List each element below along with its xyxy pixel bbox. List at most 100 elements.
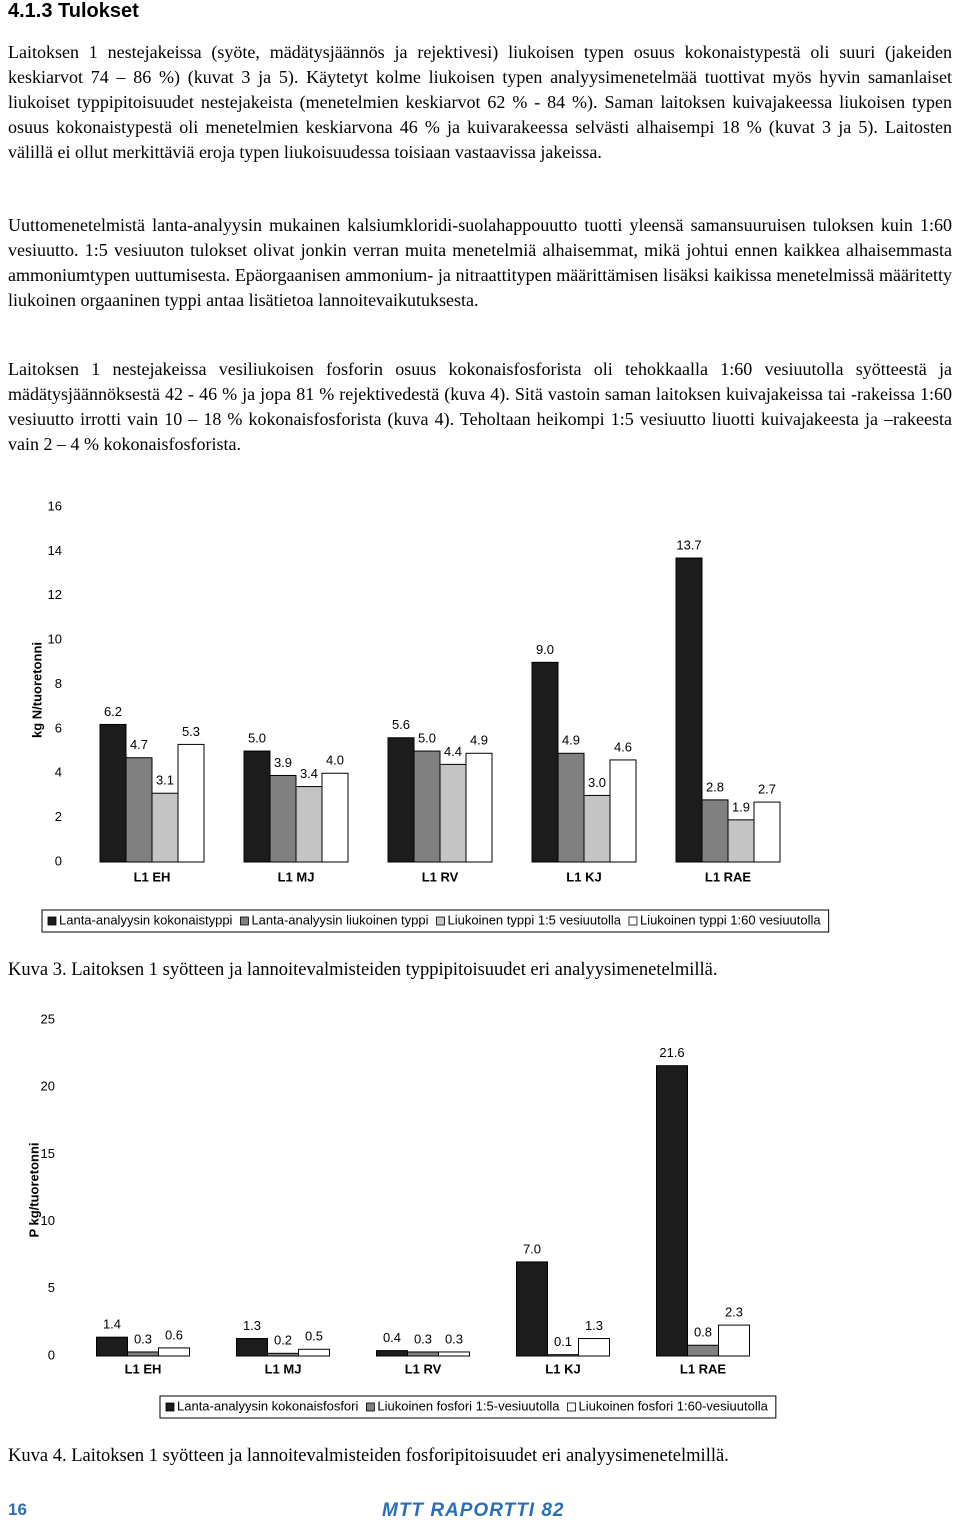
value-label: 5.3	[182, 724, 200, 739]
value-label: 2.3	[725, 1305, 743, 1320]
value-label: 21.6	[659, 1045, 684, 1060]
y-axis-label: kg N/tuoretonni	[29, 642, 44, 738]
value-label: 1.4	[103, 1317, 121, 1332]
y-tick-label: 5	[48, 1280, 55, 1295]
bar	[267, 1352, 299, 1357]
bar	[127, 1351, 159, 1357]
bar	[557, 752, 585, 863]
value-label: 0.1	[554, 1334, 572, 1349]
bar	[701, 799, 729, 863]
bar	[718, 1324, 750, 1357]
value-label: 0.6	[165, 1327, 183, 1342]
bar	[656, 1065, 688, 1357]
y-tick-label: 6	[55, 720, 62, 735]
bar	[295, 786, 323, 863]
paragraph: Laitoksen 1 nestejakeissa vesiliukoisen …	[8, 359, 952, 454]
value-label: 6.2	[104, 704, 122, 719]
bar	[321, 772, 349, 863]
chart: 0 2 4 6 8 10 12 14 16 kg N/tuoretonni L1 EH 6.2 4.7 3…	[29, 498, 830, 933]
value-label: 3.0	[588, 775, 606, 790]
legend-label: Liukoinen typpi 1:60 vesiuutolla	[640, 912, 821, 927]
bar	[753, 801, 781, 863]
y-tick-label: 12	[48, 587, 62, 602]
value-label: 4.6	[614, 739, 632, 754]
legend-swatch	[165, 1402, 175, 1412]
bar	[298, 1348, 330, 1357]
legend-label: Lanta-analyysin kokonaistyppi	[59, 912, 233, 927]
x-tick-label: L1 MJ	[265, 1361, 302, 1376]
value-label: 4.9	[562, 733, 580, 748]
bar	[407, 1351, 439, 1357]
y-tick-label: 4	[55, 765, 62, 780]
x-tick-label: L1 EH	[125, 1361, 162, 1376]
value-label: 0.2	[274, 1333, 292, 1348]
bar	[125, 757, 153, 863]
legend-label: Liukoinen fosfori 1:5-vesiuutolla	[377, 1398, 560, 1413]
y-tick-label: 0	[48, 1347, 55, 1362]
value-label: 4.9	[470, 733, 488, 748]
page-number: 16	[8, 1500, 27, 1519]
bar	[609, 759, 637, 863]
value-label: 1.9	[732, 799, 750, 814]
value-label: 4.4	[444, 744, 462, 759]
x-tick-label: L1 MJ	[278, 869, 315, 884]
value-label: 4.7	[130, 737, 148, 752]
bar	[96, 1336, 128, 1357]
bar	[547, 1354, 579, 1357]
y-tick-label: 10	[48, 632, 62, 647]
bar	[583, 794, 611, 863]
caption: Kuva 4. Laitoksen 1 syötteen ja lannoite…	[8, 1446, 729, 1466]
legend-swatch	[365, 1402, 375, 1412]
legend-label: Lanta-analyysin liukoinen typpi	[251, 912, 428, 927]
legend-label: Liukoinen typpi 1:5 vesiuutolla	[448, 912, 622, 927]
heading: 4.1.3 Tulokset	[8, 0, 139, 22]
legend-swatch	[436, 916, 445, 926]
value-label: 2.7	[758, 782, 776, 797]
bar	[578, 1338, 610, 1357]
paragraph: Uuttomenetelmistä lanta-analyysin mukain…	[8, 215, 952, 310]
x-tick-label: L1 KJ	[566, 869, 601, 884]
bar	[465, 752, 493, 863]
x-tick-label: L1 KJ	[545, 1361, 580, 1376]
y-tick-label: 2	[55, 809, 62, 824]
x-tick-label: L1 RV	[422, 869, 459, 884]
value-label: 13.7	[676, 537, 701, 552]
value-label: 2.8	[706, 779, 724, 794]
value-label: 5.6	[392, 717, 410, 732]
value-label: 5.0	[418, 731, 436, 746]
paragraph: Laitoksen 1 nestejakeissa (syöte, mädäty…	[8, 42, 952, 162]
y-axis-label: P kg/tuoretonni	[26, 1142, 41, 1237]
bar	[269, 774, 297, 863]
x-tick-label: L1 RV	[405, 1361, 442, 1376]
value-label: 0.4	[383, 1330, 401, 1345]
x-tick-label: L1 RAE	[680, 1361, 727, 1376]
bar	[438, 1351, 470, 1357]
legend-swatch	[240, 916, 249, 926]
value-label: 0.8	[694, 1325, 712, 1340]
bar	[376, 1350, 408, 1357]
y-tick-label: 0	[55, 853, 62, 868]
bar	[99, 723, 127, 863]
value-label: 9.0	[536, 642, 554, 657]
x-tick-label: L1 RAE	[705, 869, 752, 884]
caption: Kuva 3. Laitoksen 1 syötteen ja lannoite…	[8, 960, 718, 980]
value-label: 7.0	[523, 1241, 541, 1256]
bar	[177, 743, 205, 863]
value-label: 0.3	[134, 1331, 152, 1346]
brand: MTT RAPORTTI 82	[382, 1500, 565, 1521]
bar	[516, 1261, 548, 1357]
chart: 0 5 10 15 20 25 P kg/tuoretonni L1 EH 1.4 0.3 0.6 L…	[26, 1011, 777, 1419]
value-label: 1.3	[585, 1318, 603, 1333]
value-label: 0.5	[305, 1329, 323, 1344]
y-tick-label: 15	[41, 1146, 55, 1161]
y-tick-label: 8	[55, 676, 62, 691]
bar	[243, 750, 271, 863]
bar	[727, 819, 755, 863]
bar	[387, 737, 415, 863]
legend-label: Liukoinen fosfori 1:60-vesiuutolla	[579, 1398, 769, 1413]
y-tick-label: 20	[41, 1079, 55, 1094]
value-label: 3.4	[300, 766, 318, 781]
y-tick-label: 10	[41, 1213, 55, 1228]
bar	[687, 1344, 719, 1357]
